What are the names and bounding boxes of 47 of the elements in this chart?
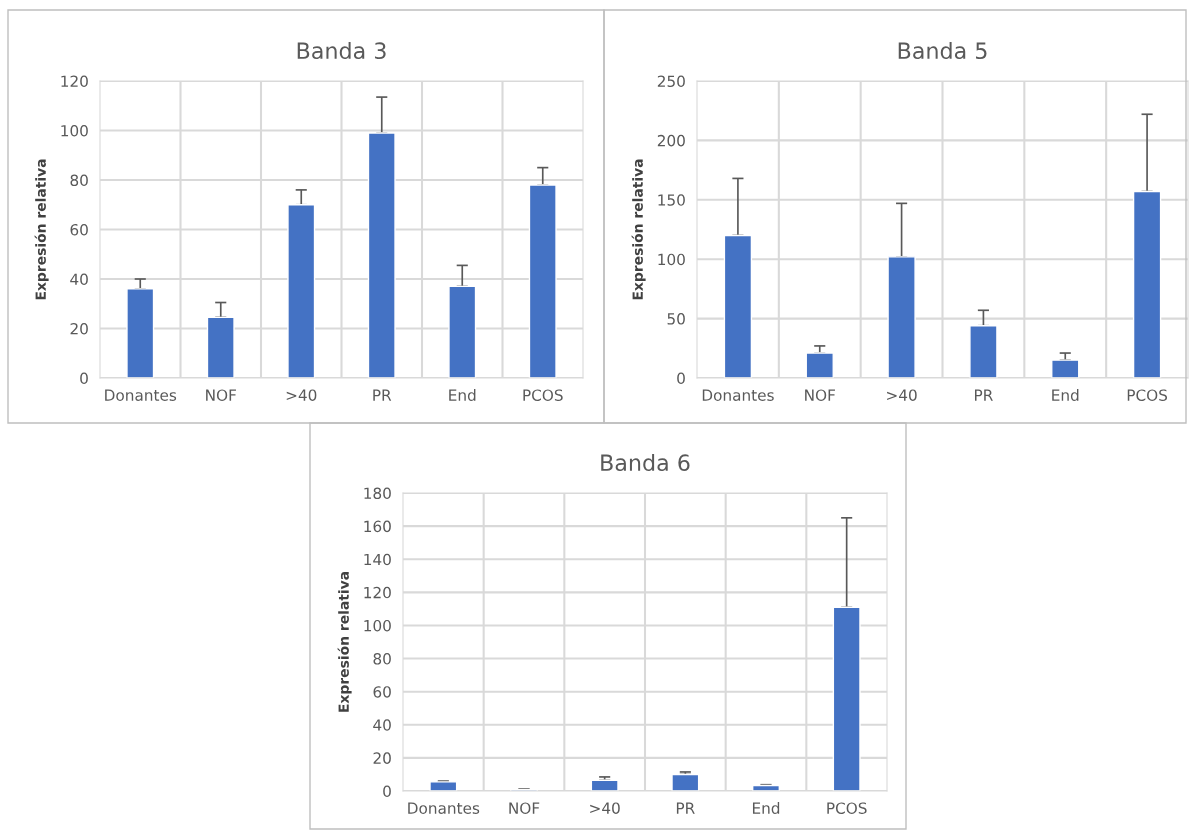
x-tick-label: NOF — [509, 802, 540, 814]
x-tick-label: NOF — [805, 389, 835, 401]
y-tick-label: 100 — [61, 124, 88, 137]
x-tick-label: NOF — [206, 389, 236, 401]
x-tick-label: PCOS — [1127, 389, 1168, 401]
y-tick-label: 20 — [373, 752, 391, 764]
y-tick-label: 60 — [70, 223, 88, 236]
y-tick-label: 60 — [373, 686, 391, 698]
y-tick-label: 120 — [364, 586, 391, 599]
y-tick-label: 20 — [70, 322, 88, 335]
y-tick-label: 80 — [373, 653, 391, 665]
x-tick-label: PR — [975, 389, 993, 401]
y-tick-label: 40 — [70, 273, 88, 286]
y-tick-label: 0 — [677, 372, 685, 385]
y-tick-label: 150 — [658, 194, 685, 206]
y-tick-label: 140 — [364, 553, 391, 566]
x-tick-label: Donantes — [408, 802, 480, 814]
chart-title: Banda 6 — [601, 453, 690, 472]
x-tick-label: Donantes — [702, 389, 774, 401]
y-tick-label: 100 — [658, 253, 685, 266]
x-tick-label: End — [449, 389, 476, 401]
y-tick-label: 180 — [364, 487, 391, 500]
y-tick-label: 250 — [657, 75, 685, 88]
chart-title: Banda 3 — [297, 41, 386, 60]
x-tick-label: Donantes — [105, 389, 177, 401]
x-tick-label: End — [752, 802, 780, 814]
y-tick-label: 200 — [657, 134, 685, 147]
y-tick-label: 100 — [364, 619, 391, 632]
y-tick-label: 80 — [70, 174, 88, 187]
y-axis-title: Expresión relativa — [337, 572, 352, 712]
x-tick-label: >40 — [887, 389, 917, 401]
x-tick-label: PCOS — [827, 802, 867, 814]
y-tick-label: 40 — [373, 719, 391, 731]
x-tick-label: >40 — [286, 389, 317, 401]
x-tick-label: PCOS — [523, 389, 563, 401]
y-tick-label: 120 — [61, 75, 88, 88]
y-tick-label: 160 — [364, 520, 391, 533]
x-tick-label: PR — [373, 389, 392, 401]
x-tick-label: PR — [676, 802, 695, 814]
y-tick-label: 0 — [383, 785, 391, 798]
y-axis-title: Expresión relativa — [34, 159, 49, 300]
chart-title: Banda 5 — [898, 41, 987, 60]
y-tick-label: 0 — [80, 372, 88, 385]
x-tick-label: >40 — [590, 802, 620, 814]
x-tick-label: End — [1052, 389, 1079, 401]
y-tick-label: 50 — [667, 313, 685, 325]
y-axis-title: Expresión relativa — [631, 159, 646, 300]
